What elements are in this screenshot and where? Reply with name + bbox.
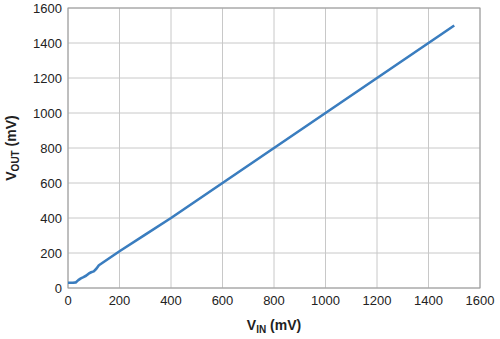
title-part: (mV) — [3, 115, 19, 150]
x-tick-label: 1600 — [466, 293, 495, 308]
y-tick-label: 200 — [40, 246, 62, 261]
y-grid — [68, 113, 480, 114]
x-tick-label: 800 — [263, 293, 285, 308]
y-tick-label: 400 — [40, 211, 62, 226]
y-tick-label: 1600 — [33, 1, 62, 16]
y-axis-title: VOUT (mV) — [3, 115, 21, 180]
y-grid — [68, 78, 480, 79]
x-tick-label: 1000 — [311, 293, 340, 308]
title-sub: IN — [256, 324, 266, 335]
title-part: (mV) — [266, 317, 301, 333]
x-tick-label: 1200 — [363, 293, 392, 308]
series-line — [68, 26, 454, 283]
x-tick-label: 200 — [109, 293, 131, 308]
x-tick-label: 600 — [212, 293, 234, 308]
y-grid — [68, 183, 480, 184]
plot-frame — [68, 8, 480, 288]
y-grid — [68, 218, 480, 219]
chart: 0 200 400 600 800 1000 1200 1400 1600 0 200 400 600 8… — [0, 0, 500, 339]
title-sub: OUT — [10, 150, 21, 171]
y-grid — [68, 253, 480, 254]
y-tick-label: 800 — [40, 141, 62, 156]
plot-area — [68, 26, 454, 283]
y-tick-label: 1400 — [33, 36, 62, 51]
y-grid — [68, 43, 480, 44]
x-axis-title: VIN (mV) — [247, 317, 301, 335]
x-tick-label: 1400 — [414, 293, 443, 308]
y-tick-label: 1200 — [33, 71, 62, 86]
y-tick-label: 600 — [40, 176, 62, 191]
y-tick-label: 0 — [55, 281, 62, 296]
y-tick-label: 1000 — [33, 106, 62, 121]
x-tick-label: 0 — [64, 293, 71, 308]
x-tick-label: 400 — [160, 293, 182, 308]
